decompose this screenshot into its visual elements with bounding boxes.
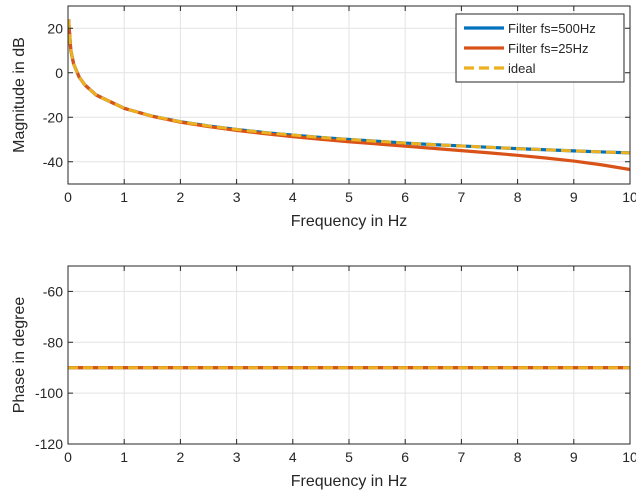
phase-x-tick-label: 0 — [64, 449, 72, 465]
phase-x-tick-label: 8 — [514, 449, 522, 465]
phase-x-tick-label: 5 — [345, 449, 353, 465]
magnitude-legend: Filter fs=500Hz Filter fs=25Hz ideal — [455, 13, 625, 83]
phase-y-tick-label: -60 — [43, 283, 63, 299]
magnitude-chart: 0 1 2 3 4 5 6 7 8 9 10 -40 -20 0 20 Frequency in Hz Magn… — [11, 5, 636, 230]
phase-x-tick-label: 1 — [120, 449, 128, 465]
magnitude-y-axis-label: Magnitude in dB — [11, 37, 28, 153]
phase-x-axis-label: Frequency in Hz — [291, 473, 408, 490]
magnitude-x-tick-label: 3 — [233, 189, 241, 205]
magnitude-x-tick-label: 6 — [401, 189, 409, 205]
phase-y-tick-label: -100 — [35, 385, 63, 401]
magnitude-x-tick-label: 4 — [289, 189, 297, 205]
phase-x-tick-label: 2 — [177, 449, 185, 465]
magnitude-x-axis-label: Frequency in Hz — [291, 213, 408, 230]
magnitude-legend-label: Filter fs=500Hz — [508, 21, 596, 36]
phase-chart: 0 1 2 3 4 5 6 7 8 9 10 -120 -100 -80 -60 Frequency in H… — [11, 265, 636, 490]
phase-x-tick-label: 3 — [233, 449, 241, 465]
phase-y-axis-label: Phase in degree — [11, 297, 28, 414]
magnitude-legend-label: ideal — [508, 61, 536, 76]
phase-x-tick-label: 7 — [458, 449, 466, 465]
magnitude-series-line-3 — [68, 19, 630, 155]
magnitude-y-tick-label: 20 — [47, 20, 63, 36]
magnitude-x-tick-label: 1 — [120, 189, 128, 205]
phase-x-tick-label: 6 — [401, 449, 409, 465]
magnitude-y-tick-label: -40 — [43, 154, 63, 170]
magnitude-series-group — [68, 19, 630, 172]
magnitude-x-tick-label: 5 — [345, 189, 353, 205]
magnitude-y-tick-label: -20 — [43, 109, 63, 125]
phase-y-tick-label: -120 — [35, 436, 63, 452]
magnitude-x-tick-label: 9 — [570, 189, 578, 205]
phase-x-tick-label: 9 — [570, 449, 578, 465]
phase-x-tick-label: 4 — [289, 449, 297, 465]
magnitude-y-tick-label: 0 — [55, 65, 63, 81]
magnitude-x-tick-label: 0 — [64, 189, 72, 205]
magnitude-x-tick-label: 7 — [458, 189, 466, 205]
magnitude-x-tick-label: 10 — [622, 189, 636, 205]
magnitude-x-tick-label: 8 — [514, 189, 522, 205]
phase-x-tick-label: 10 — [622, 449, 636, 465]
magnitude-legend-label: Filter fs=25Hz — [508, 41, 589, 56]
magnitude-x-tick-label: 2 — [177, 189, 185, 205]
phase-y-tick-label: -80 — [43, 334, 63, 350]
